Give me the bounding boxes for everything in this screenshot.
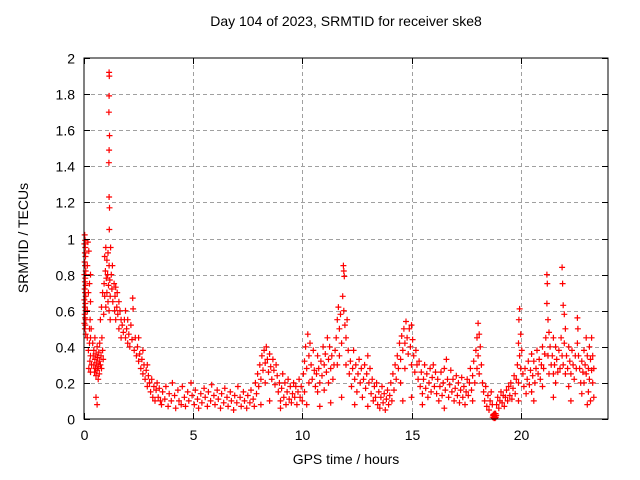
x-tick-label: 15	[405, 427, 421, 443]
x-tick-label: 20	[514, 427, 530, 443]
y-tick-label: 1.4	[56, 159, 76, 175]
y-tick-label: 1	[67, 232, 75, 248]
series-SRMTID	[81, 69, 597, 422]
y-axis-label: SRMTID / TECUs	[15, 183, 31, 293]
y-tick-label: 0.8	[56, 268, 76, 284]
tick-labels: 0 5 10 15 20 0 0.2 0.4 0.6 0.8 1 1.2 1.4 1.6 1.8 2	[56, 51, 530, 444]
y-tick-label: 0.4	[56, 340, 76, 356]
data-points	[81, 69, 597, 422]
y-tick-label: 1.8	[56, 87, 76, 103]
y-tick-label: 1.6	[56, 123, 76, 139]
y-tick-label: 1.2	[56, 195, 76, 211]
y-tick-label: 0.2	[56, 376, 76, 392]
plot-border	[83, 57, 609, 420]
y-tick-label: 2	[67, 51, 75, 67]
y-tick-label: 0	[67, 412, 75, 428]
x-tick-label: 10	[295, 427, 311, 443]
y-tick-label: 0.6	[56, 304, 76, 320]
x-tick-label: 5	[190, 427, 198, 443]
chart-title: Day 104 of 2023, SRMTID for receiver ske…	[210, 13, 482, 29]
grid-lines	[84, 58, 608, 419]
x-axis-label: GPS time / hours	[293, 451, 400, 467]
x-tick-label: 0	[81, 427, 89, 443]
axis-ticks	[84, 58, 608, 420]
